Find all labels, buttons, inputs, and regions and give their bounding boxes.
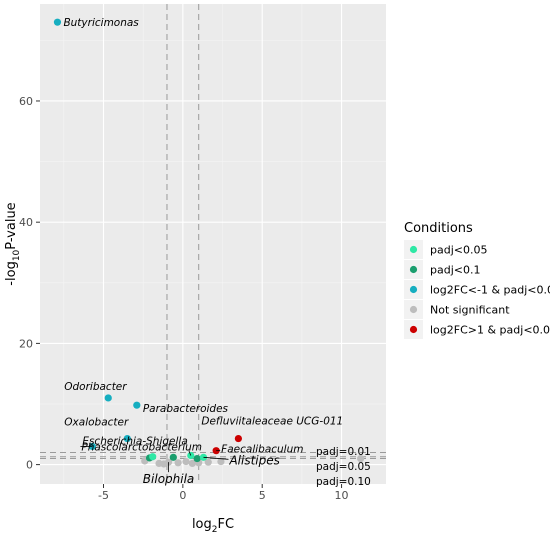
- data-point: [204, 458, 212, 466]
- point-label: Bilophila: [143, 472, 195, 486]
- padj-label: padj=0.05: [316, 461, 371, 473]
- y-tick-label: 60: [19, 95, 33, 108]
- padj-threshold-lines: padj=0.01 padj=0.05 padj=0.10: [40, 446, 386, 488]
- point-label: Phascolarctobacterium: [81, 441, 202, 453]
- y-axis-title: -log10P-value: [4, 202, 22, 285]
- point-labels: Butyricimonas Odoribacter Parabacteroides O…: [63, 17, 343, 486]
- y-tick-label: 0: [26, 459, 33, 472]
- point-label: Parabacteroides: [143, 403, 229, 415]
- legend-label: log2FC>1 & padj<0.05: [430, 324, 550, 337]
- leader-line: [188, 450, 192, 456]
- data-point: [193, 454, 201, 463]
- padj-label: padj=0.10: [316, 476, 371, 488]
- x-tick-label: 5: [259, 489, 266, 502]
- data-point: [169, 453, 177, 461]
- data-point: [104, 394, 112, 402]
- grid-lines: [40, 4, 386, 484]
- x-axis-title: log2FC: [192, 517, 234, 535]
- point-label: Oxalobacter: [64, 417, 129, 429]
- legend-label: log2FC<-1 & padj<0.05: [430, 284, 550, 297]
- legend-label: Not significant: [430, 304, 510, 317]
- y-axis-ticks: 0 20 40 60: [19, 95, 40, 472]
- data-point: [174, 459, 182, 467]
- legend: Conditions padj<0.05 padj<0.1 log2FC<-1 & …: [404, 221, 550, 339]
- legend-swatch: [409, 285, 418, 294]
- x-tick-label: 0: [179, 489, 186, 502]
- data-point: [133, 401, 141, 409]
- point-label: Alistipes: [228, 453, 279, 467]
- point-label: Odoribacter: [64, 381, 127, 393]
- y-tick-label: 40: [19, 216, 33, 229]
- fold-change-threshold-lines: [166, 4, 200, 484]
- data-point: [217, 457, 225, 466]
- y-tick-label: 20: [19, 337, 33, 350]
- legend-title: Conditions: [404, 221, 473, 236]
- legend-swatch: [409, 325, 418, 334]
- data-point: [160, 460, 168, 468]
- legend-swatch: [409, 245, 418, 254]
- leader-line: [203, 456, 229, 460]
- padj-label: padj=0.01: [316, 446, 371, 458]
- x-tick-label: -5: [98, 489, 109, 502]
- data-point: [182, 457, 190, 466]
- label-leader-lines: [80, 446, 229, 473]
- data-point: [234, 434, 242, 443]
- x-tick-label: 10: [335, 489, 349, 502]
- legend-label: padj<0.1: [430, 264, 480, 277]
- data-point: [357, 454, 365, 463]
- point-label: Escherichia-Shigella: [82, 436, 187, 448]
- point-label: Defluviitaleaceae UCG-011: [201, 416, 343, 428]
- data-point: [188, 459, 196, 467]
- x-axis-ticks: -5 0 5 10: [98, 484, 349, 502]
- point-label: Butyricimonas: [63, 17, 139, 29]
- legend-swatch: [409, 265, 418, 274]
- data-point: [199, 453, 208, 461]
- data-point: [149, 453, 157, 461]
- data-point: [123, 434, 131, 443]
- point-label: Faecalibaculum: [221, 444, 303, 456]
- data-point: [53, 18, 62, 26]
- legend-label: padj<0.05: [430, 244, 487, 257]
- legend-swatch: [409, 305, 418, 314]
